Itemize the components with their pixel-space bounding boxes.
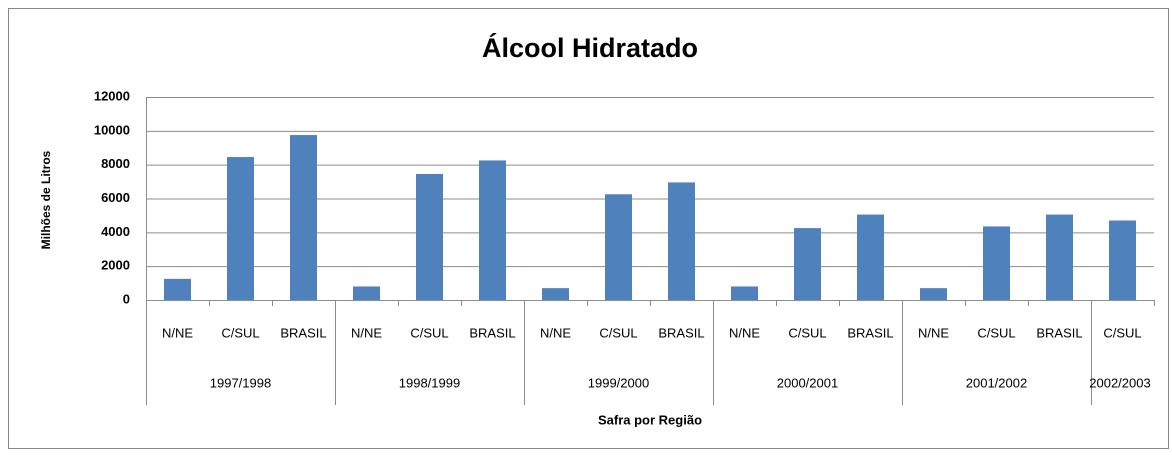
x-axis-title: Safra por Região xyxy=(598,412,702,427)
x-tick-label: N/NE xyxy=(351,325,382,340)
group-label: 1997/1998 xyxy=(210,375,271,390)
bar xyxy=(227,157,254,300)
x-tick-label: C/SUL xyxy=(788,325,826,340)
bar xyxy=(353,286,380,300)
x-tick-label: N/NE xyxy=(540,325,571,340)
chart-border xyxy=(8,8,1169,449)
bar xyxy=(857,214,884,300)
bar xyxy=(920,288,947,300)
bar xyxy=(164,278,191,300)
x-tick-label: N/NE xyxy=(162,325,193,340)
bar xyxy=(542,288,569,300)
x-tick-label: BRASIL xyxy=(280,325,326,340)
y-tick-label: 2000 xyxy=(101,258,130,273)
chart-title: Álcool Hidratado xyxy=(482,32,698,63)
group-label: 2001/2002 xyxy=(966,375,1027,390)
bar xyxy=(290,135,317,300)
bar xyxy=(731,286,758,300)
y-axis-title: Milhões de Litros xyxy=(39,150,53,249)
x-tick-label: N/NE xyxy=(729,325,760,340)
group-label: 1998/1999 xyxy=(399,375,460,390)
bar xyxy=(983,226,1010,300)
x-tick-label: BRASIL xyxy=(469,325,515,340)
y-tick-label: 6000 xyxy=(101,190,130,205)
group-label: 2000/2001 xyxy=(777,375,838,390)
bar xyxy=(794,228,821,300)
y-tick-label: 12000 xyxy=(94,88,130,103)
group-label: 2002/2003 xyxy=(1089,375,1150,390)
x-tick-label: BRASIL xyxy=(847,325,893,340)
x-tick-label: C/SUL xyxy=(977,325,1015,340)
bar xyxy=(479,160,506,300)
bar xyxy=(1109,220,1136,300)
x-tick-label: C/SUL xyxy=(1103,325,1141,340)
x-tick-label: C/SUL xyxy=(221,325,259,340)
y-tick-label: 0 xyxy=(123,291,130,306)
x-tick-label: BRASIL xyxy=(1036,325,1082,340)
y-tick-label: 8000 xyxy=(101,156,130,171)
group-label: 1999/2000 xyxy=(588,375,649,390)
bar xyxy=(668,182,695,300)
x-tick-label: C/SUL xyxy=(410,325,448,340)
bar xyxy=(605,194,632,300)
x-tick-label: C/SUL xyxy=(599,325,637,340)
y-tick-label: 10000 xyxy=(94,122,130,137)
y-tick-label: 4000 xyxy=(101,224,130,239)
x-tick-label: BRASIL xyxy=(658,325,704,340)
bar xyxy=(416,173,443,300)
x-tick-label: N/NE xyxy=(918,325,949,340)
bar xyxy=(1046,214,1073,300)
